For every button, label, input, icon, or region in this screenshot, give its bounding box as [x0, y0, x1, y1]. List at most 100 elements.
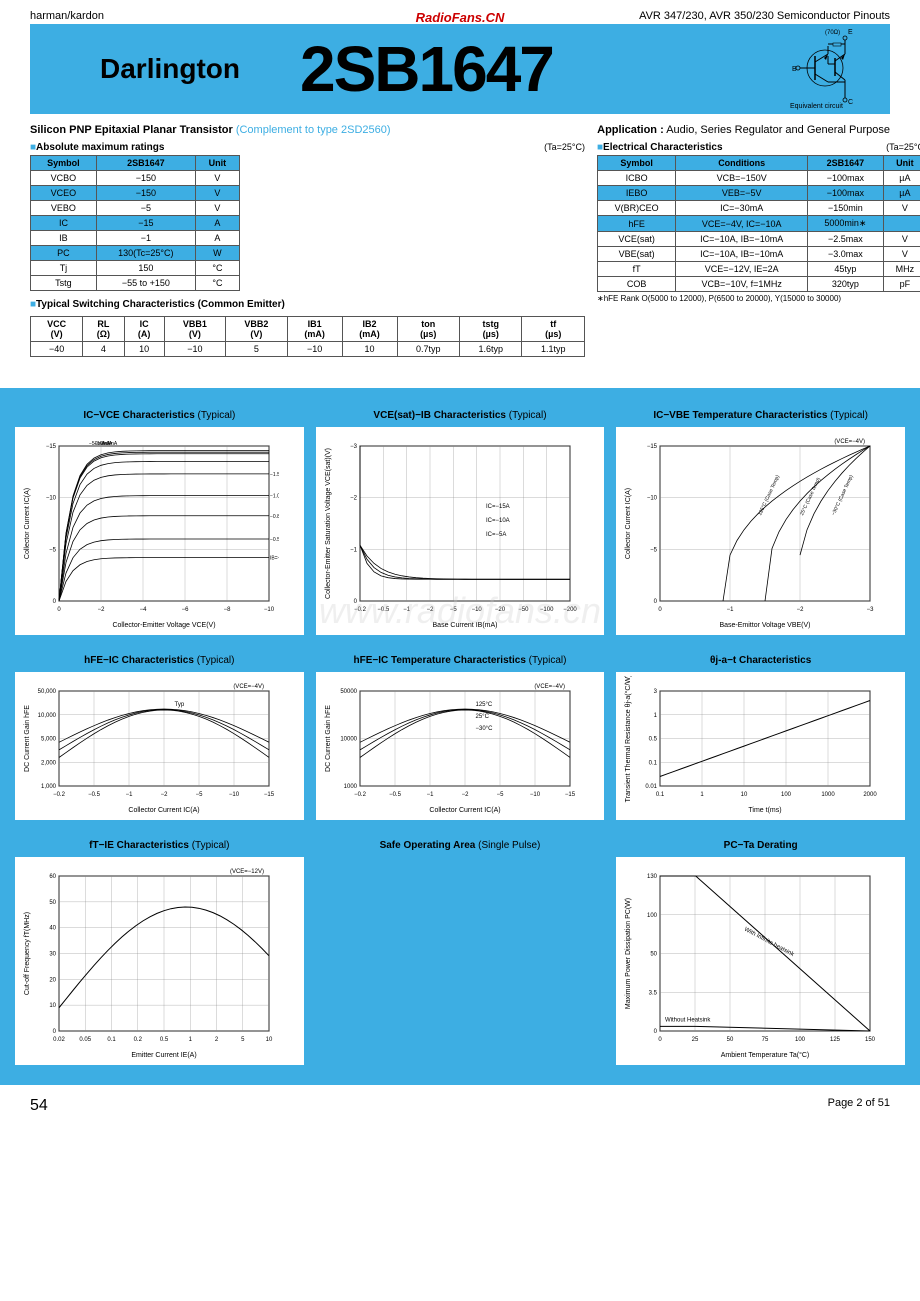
svg-text:40: 40 [49, 926, 56, 932]
svg-text:−50: −50 [518, 607, 529, 613]
svg-text:25: 25 [692, 1037, 699, 1043]
svg-text:−0.5: −0.5 [389, 792, 402, 798]
svg-text:−6: −6 [182, 607, 190, 613]
svg-text:10: 10 [266, 1037, 273, 1043]
svg-text:Collector Current IC(A): Collector Current IC(A) [625, 488, 632, 559]
svg-text:1: 1 [701, 792, 705, 798]
svg-text:Equivalent circuit: Equivalent circuit [790, 103, 843, 110]
svg-text:0: 0 [53, 1029, 57, 1035]
abs-ratings-title: ■Absolute maximum ratings (Ta=25°C) [30, 142, 585, 153]
svg-text:10000: 10000 [340, 737, 357, 743]
svg-text:−0.8mA: −0.8mA [270, 514, 279, 520]
svg-text:0.05: 0.05 [79, 1037, 91, 1043]
svg-text:−2: −2 [461, 792, 469, 798]
svg-text:−10: −10 [647, 496, 658, 502]
svg-text:50: 50 [727, 1037, 734, 1043]
svg-text:1,000: 1,000 [41, 784, 57, 790]
svg-text:0.5: 0.5 [649, 737, 658, 743]
svg-text:−1: −1 [426, 792, 434, 798]
svg-text:−0.2: −0.2 [354, 792, 367, 798]
svg-text:60: 60 [49, 874, 56, 880]
page-of: Page 2 of 51 [828, 1097, 890, 1115]
svg-text:0.1: 0.1 [656, 792, 665, 798]
chart-title: IC−VBE Temperature Characteristics (Typi… [616, 408, 905, 423]
svg-text:IC=−10A: IC=−10A [486, 518, 510, 524]
svg-text:Time t(ms): Time t(ms) [749, 807, 782, 814]
svg-text:−2: −2 [98, 607, 106, 613]
svg-text:C: C [848, 99, 853, 106]
svg-text:3: 3 [654, 689, 658, 695]
doc-title: AVR 347/230, AVR 350/230 Semiconductor P… [639, 10, 890, 22]
svg-text:−2mA: −2mA [104, 441, 118, 447]
svg-text:2000: 2000 [864, 792, 878, 798]
svg-text:Cut-off Frequency fT(MHz): Cut-off Frequency fT(MHz) [24, 912, 31, 995]
abs-ratings-table: Symbol2SB1647UnitVCBO−150VVCEO−150VVEBO−… [30, 155, 240, 291]
switching-title: ■Typical Switching Characteristics (Comm… [30, 299, 585, 310]
svg-text:0.01: 0.01 [646, 784, 658, 790]
equivalent-circuit: E (70Ω) B [760, 26, 860, 112]
svg-text:130: 130 [647, 874, 658, 880]
svg-text:Collector Current IC(A): Collector Current IC(A) [128, 807, 199, 814]
svg-text:DC Current Gain hFE: DC Current Gain hFE [325, 705, 332, 772]
svg-text:0: 0 [53, 599, 57, 605]
svg-text:(VCE=−4V): (VCE=−4V) [534, 684, 565, 690]
svg-text:0: 0 [659, 1037, 663, 1043]
svg-text:−100: −100 [540, 607, 554, 613]
svg-text:−15: −15 [46, 444, 57, 450]
svg-text:IB=−0.3mA: IB=−0.3mA [270, 556, 279, 562]
chart-title: fT−IE Characteristics (Typical) [15, 838, 304, 853]
svg-text:−2: −2 [161, 792, 169, 798]
svg-text:5: 5 [241, 1037, 245, 1043]
part-number: 2SB1647 [300, 32, 553, 106]
elec-char-title: ■Electrical Characteristics (Ta=25°C) [597, 142, 920, 153]
svg-text:Collector Current IC(A): Collector Current IC(A) [24, 488, 31, 559]
svg-text:−3: −3 [350, 444, 358, 450]
chart-body: −0.2−0.5−1−2−5−10−20−50−100−2000−1−2−3Ba… [316, 427, 605, 635]
svg-text:−0.2: −0.2 [53, 792, 66, 798]
svg-text:−200: −200 [563, 607, 577, 613]
svg-text:−15: −15 [264, 792, 275, 798]
svg-text:2,000: 2,000 [41, 760, 57, 766]
svg-text:1000: 1000 [822, 792, 836, 798]
svg-text:−3: −3 [867, 607, 875, 613]
svg-text:100: 100 [647, 913, 658, 919]
svg-text:150: 150 [865, 1037, 876, 1043]
svg-text:0: 0 [654, 599, 658, 605]
svg-text:−4: −4 [140, 607, 148, 613]
svg-text:DC Current Gain hFE: DC Current Gain hFE [24, 705, 31, 772]
chart-title: VCE(sat)−IB Characteristics (Typical) [316, 408, 605, 423]
svg-text:Collector Current IC(A): Collector Current IC(A) [429, 807, 500, 814]
svg-text:30: 30 [49, 952, 56, 958]
svg-text:1000: 1000 [343, 784, 357, 790]
chart-title: PC−Ta Derating [616, 838, 905, 853]
svg-text:(70Ω): (70Ω) [825, 30, 840, 36]
svg-text:−1: −1 [727, 607, 735, 613]
svg-text:Base-Emittor Voltage VBE(V): Base-Emittor Voltage VBE(V) [720, 622, 811, 629]
svg-text:−1.0mA: −1.0mA [270, 494, 279, 500]
svg-text:−1: −1 [403, 607, 411, 613]
svg-text:−10: −10 [46, 496, 57, 502]
chart-title: θj-a−t Characteristics [616, 653, 905, 668]
svg-text:1: 1 [654, 713, 658, 719]
watermark-site: RadioFans.CN [411, 10, 510, 25]
svg-text:−2: −2 [797, 607, 805, 613]
title-banner: Darlington 2SB1647 E (70Ω) B [30, 24, 890, 114]
svg-text:50000: 50000 [340, 689, 357, 695]
svg-text:75: 75 [762, 1037, 769, 1043]
svg-text:2: 2 [215, 1037, 219, 1043]
svg-text:(VCE=−4V): (VCE=−4V) [233, 684, 264, 690]
svg-text:25°C: 25°C [475, 714, 489, 720]
svg-text:10: 10 [741, 792, 748, 798]
svg-text:(VCE=−12V): (VCE=−12V) [230, 869, 264, 875]
svg-text:−10: −10 [229, 792, 240, 798]
svg-text:1: 1 [189, 1037, 193, 1043]
svg-text:0: 0 [654, 1029, 658, 1035]
chart-title: Safe Operating Area (Single Pulse) [316, 838, 605, 853]
application: Application : Audio, Series Regulator an… [597, 124, 890, 136]
chart-body: −0.2−0.5−1−2−5−10−151,0002,0005,00010,00… [15, 672, 304, 820]
svg-text:−5: −5 [496, 792, 504, 798]
svg-text:0.02: 0.02 [53, 1037, 65, 1043]
svg-text:10: 10 [49, 1003, 56, 1009]
chart-title: hFE−IC Characteristics (Typical) [15, 653, 304, 668]
svg-text:−1.5mA: −1.5mA [270, 472, 279, 478]
